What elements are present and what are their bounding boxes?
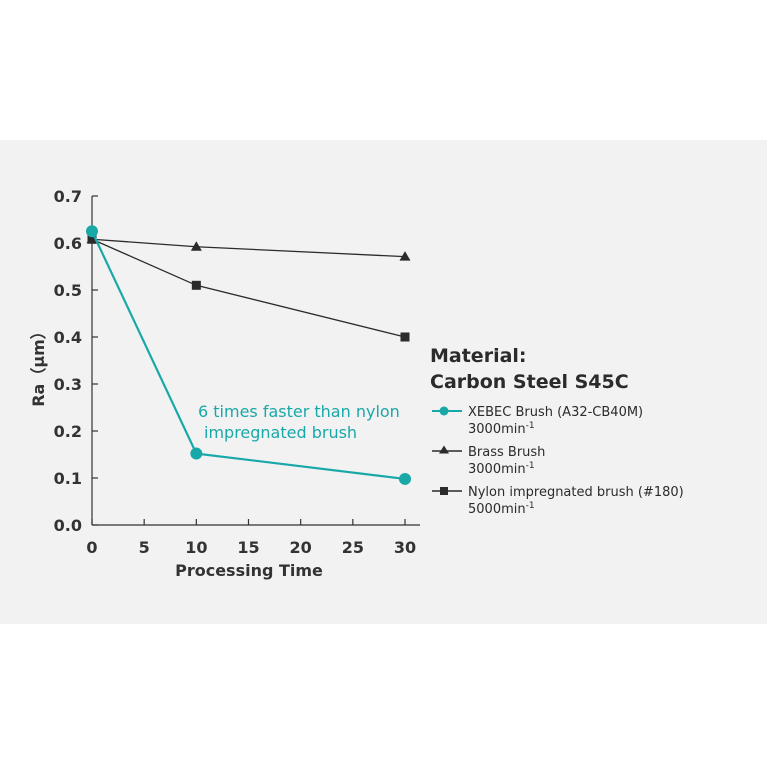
legend-title-line2: Carbon Steel S45C xyxy=(430,371,629,393)
chart-panel: 0.0 0.1 0.2 0.3 0.4 0.5 0.6 0.7 0 5 10 15 20 25 30 Ra… xyxy=(0,140,767,624)
data-point-nylon xyxy=(191,280,201,290)
x-tick-label: 15 xyxy=(237,538,259,557)
x-tick-labels: 0 5 10 15 20 25 30 xyxy=(86,538,416,557)
data-point-xebec xyxy=(86,225,98,238)
legend-title-line1: Material: xyxy=(430,345,527,367)
legend-xebec-speed: 3000min-1 xyxy=(468,421,535,437)
legend-brass-label: Brass Brush xyxy=(468,445,545,460)
x-axis-title: Processing Time xyxy=(175,561,323,580)
data-point-xebec xyxy=(190,447,203,460)
y-tick-label: 0.0 xyxy=(54,516,82,535)
y-tick-label: 0.2 xyxy=(54,422,82,441)
y-tick-label: 0.3 xyxy=(54,375,82,394)
x-tick-label: 25 xyxy=(342,538,364,557)
legend-nylon-marker xyxy=(440,487,448,495)
series-lines xyxy=(86,225,411,485)
axes xyxy=(91,195,420,526)
x-tick-label: 20 xyxy=(290,538,312,557)
legend-brass-speed: 3000min-1 xyxy=(468,461,535,477)
y-axis-title: Ra（μm） xyxy=(29,323,48,407)
annotation-line2: impregnated brush xyxy=(204,423,357,442)
x-tick-label: 5 xyxy=(139,538,150,557)
y-tick-label: 0.7 xyxy=(54,187,82,206)
annotation-line1: 6 times faster than nylon xyxy=(198,402,400,421)
data-point-brass xyxy=(399,251,411,261)
data-point-nylon xyxy=(87,234,97,244)
data-point-xebec xyxy=(399,472,411,485)
x-tick-label: 30 xyxy=(394,538,416,557)
data-point-nylon xyxy=(400,332,410,342)
data-point-brass xyxy=(190,241,202,251)
x-tick-label: 0 xyxy=(86,538,97,557)
y-tick-label: 0.1 xyxy=(54,469,82,488)
y-tick-label: 0.4 xyxy=(54,328,82,347)
y-tick-label: 0.5 xyxy=(54,281,82,300)
line-chart: 0.0 0.1 0.2 0.3 0.4 0.5 0.6 0.7 0 5 10 15 20 25 30 Ra… xyxy=(29,187,684,580)
legend: Material: Carbon Steel S45C XEBEC Brush … xyxy=(430,345,684,517)
legend-nylon-label: Nylon impregnated brush (#180) xyxy=(468,485,684,500)
legend-brass-marker xyxy=(439,445,449,454)
legend-nylon-speed: 5000min-1 xyxy=(468,501,535,517)
y-tick-labels: 0.0 0.1 0.2 0.3 0.4 0.5 0.6 0.7 xyxy=(54,187,82,535)
y-tick-label: 0.6 xyxy=(54,234,82,253)
x-tick-label: 10 xyxy=(185,538,207,557)
series-line-brass xyxy=(91,238,406,258)
legend-xebec-label: XEBEC Brush (A32-CB40M) xyxy=(468,405,643,420)
legend-xebec-marker xyxy=(439,406,449,416)
